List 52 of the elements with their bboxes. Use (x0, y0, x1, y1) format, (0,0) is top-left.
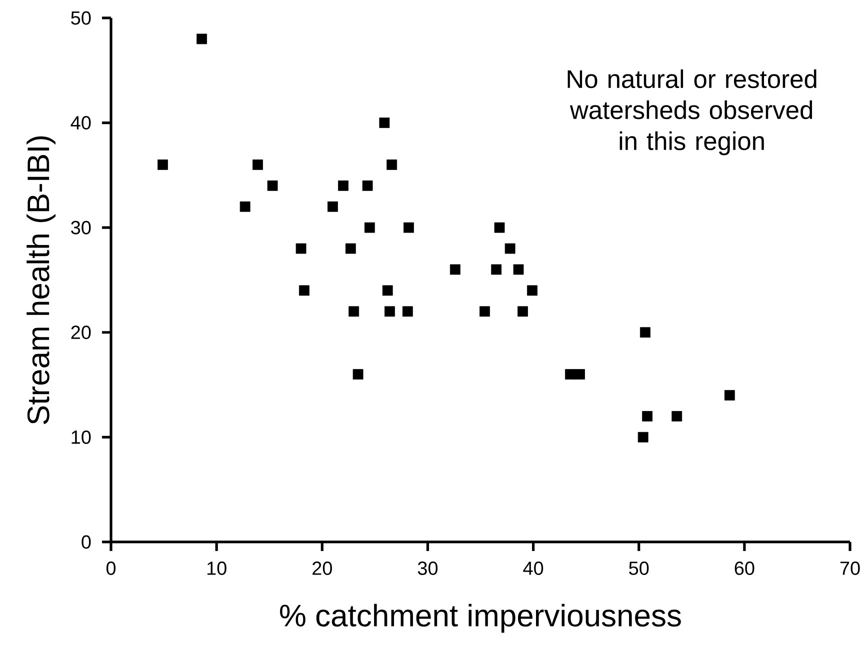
point (404, 222, 414, 233)
point (574, 369, 585, 380)
x-tick-label: 30 (418, 562, 438, 575)
y-tick-label: 30 (71, 220, 91, 234)
point (494, 222, 505, 233)
point (348, 306, 360, 317)
x-tick-label: 0 (106, 562, 116, 575)
y-tick-label: 20 (71, 326, 91, 340)
x-tick-label: 70 (840, 562, 860, 575)
point (364, 222, 375, 233)
x-axis-title: % catchment imperviousness (280, 604, 681, 633)
y-tick-label: 0 (82, 535, 91, 549)
y-axis-title: Stream health (B-IBI) (26, 136, 56, 424)
point (491, 264, 502, 275)
point (565, 369, 576, 380)
point (240, 201, 250, 212)
x-tick-label: 20 (312, 562, 332, 575)
y-tick-label: 50 (71, 11, 91, 25)
point (158, 160, 168, 170)
point (338, 180, 348, 191)
point (382, 285, 393, 296)
point (642, 411, 653, 422)
x-tick-label: 50 (629, 562, 649, 575)
x-tick-label: 10 (207, 562, 226, 575)
point (267, 180, 278, 191)
point (518, 306, 528, 317)
point (480, 306, 490, 317)
point (527, 285, 538, 296)
point (379, 118, 390, 128)
point (672, 411, 682, 422)
point (345, 243, 356, 254)
x-tick-label: 60 (734, 562, 754, 575)
point (386, 160, 398, 170)
point (638, 432, 648, 442)
annotation: No natural or restored watersheds observed in this region (568, 69, 816, 156)
point (362, 180, 373, 191)
point (450, 264, 460, 275)
y-tick-label: 40 (70, 116, 91, 130)
point (402, 306, 413, 317)
point (196, 34, 207, 44)
point (352, 369, 364, 380)
y-tick-label: 10 (72, 430, 91, 444)
point (299, 285, 310, 296)
point (252, 160, 263, 170)
point (296, 243, 306, 254)
point (724, 390, 735, 400)
point (513, 264, 524, 275)
point (504, 243, 516, 254)
point (384, 306, 395, 317)
point (640, 327, 650, 338)
x-tick-label: 40 (523, 562, 544, 575)
point (328, 201, 338, 212)
